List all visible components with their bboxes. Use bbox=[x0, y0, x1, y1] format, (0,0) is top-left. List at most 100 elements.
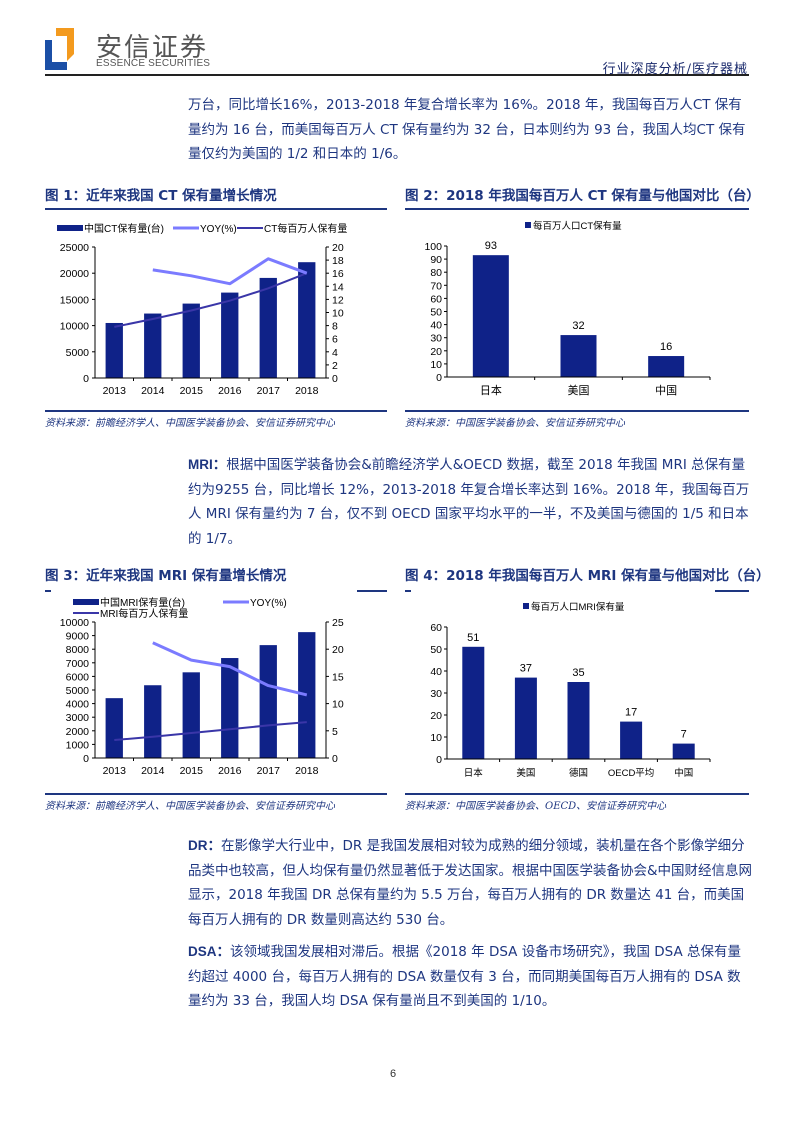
x-tick-label: 2018 bbox=[295, 765, 319, 777]
x-tick-label: 日本 bbox=[464, 767, 484, 779]
y-right-tick: 4 bbox=[332, 347, 338, 359]
bar bbox=[144, 313, 162, 378]
ct-paragraph: 万台，同比增长16%，2013-2018 年复合增长率为 16%。2018 年，… bbox=[188, 97, 746, 162]
data-label: 17 bbox=[625, 707, 637, 719]
bar bbox=[182, 303, 200, 378]
data-label: 37 bbox=[520, 663, 532, 675]
y-right-tick: 15 bbox=[332, 671, 344, 683]
data-label: 93 bbox=[485, 240, 497, 252]
y-right-tick: 20 bbox=[332, 242, 344, 254]
bar bbox=[182, 672, 200, 758]
bar bbox=[259, 645, 277, 758]
y-left-tick: 6000 bbox=[66, 671, 90, 683]
bar bbox=[105, 698, 123, 758]
y-left-tick: 25000 bbox=[60, 242, 89, 254]
fig1-rule bbox=[45, 208, 387, 210]
essence-logo-icon bbox=[45, 28, 74, 70]
bar bbox=[144, 685, 162, 758]
fig3-rule-left bbox=[45, 590, 51, 592]
y-left-tick: 1000 bbox=[66, 739, 90, 751]
y-left-tick: 10000 bbox=[60, 321, 89, 333]
fig2-source-rule bbox=[405, 410, 749, 412]
y-right-tick: 10 bbox=[332, 308, 344, 320]
y-left-tick: 3000 bbox=[66, 712, 90, 724]
y-tick: 70 bbox=[430, 280, 442, 292]
y-tick: 80 bbox=[430, 267, 442, 279]
dsa-paragraph: DSA：该领域我国发展相对滞后。根据《2018 年 DSA 设备市场研究》，我国… bbox=[188, 940, 753, 1014]
bar bbox=[560, 335, 597, 377]
legend-swatch bbox=[525, 222, 531, 228]
mri-paragraph: MRI：根据中国医学装备协会&前瞻经济学人&OECD 数据，截至 2018 年我… bbox=[188, 453, 753, 551]
dr-paragraph: DR：在影像学大行业中，DR 是我国发展相对较为成熟的细分领域，装机量在各个影像… bbox=[188, 834, 753, 932]
y-right-tick: 20 bbox=[332, 644, 344, 656]
x-tick-label: 中国 bbox=[655, 384, 677, 397]
y-tick: 30 bbox=[430, 333, 442, 345]
per-million-line bbox=[114, 721, 307, 741]
header-divider bbox=[45, 74, 749, 76]
fig4-source-rule bbox=[405, 793, 749, 795]
bar bbox=[462, 646, 485, 759]
x-tick-label: 德国 bbox=[569, 767, 588, 779]
page-number: 6 bbox=[390, 1068, 397, 1080]
legend-swatch bbox=[523, 603, 529, 609]
y-tick: 100 bbox=[424, 241, 442, 253]
y-left-tick: 0 bbox=[83, 373, 89, 385]
y-tick: 40 bbox=[430, 666, 442, 678]
y-right-tick: 0 bbox=[332, 373, 338, 385]
x-tick-label: 2017 bbox=[257, 765, 281, 777]
data-label: 51 bbox=[467, 632, 479, 644]
y-tick: 30 bbox=[430, 688, 442, 700]
y-tick: 10 bbox=[430, 732, 442, 744]
y-tick: 40 bbox=[430, 320, 442, 332]
dsa-label: DSA： bbox=[188, 944, 231, 959]
legend-label: CT每百万人保有量 bbox=[264, 222, 347, 235]
logo-english-name: ESSENCE SECURITIES bbox=[96, 58, 211, 69]
legend-label: 中国MRI保有量(台) bbox=[100, 596, 185, 609]
y-tick: 90 bbox=[430, 254, 442, 266]
bar bbox=[672, 743, 695, 759]
x-tick-label: 日本 bbox=[480, 383, 502, 397]
x-tick-label: 中国 bbox=[674, 767, 693, 779]
fig1-title: 图 1：近年来我国 CT 保有量增长情况 bbox=[45, 188, 277, 204]
x-tick-label: 2013 bbox=[103, 385, 127, 397]
y-left-tick: 8000 bbox=[66, 644, 90, 656]
x-tick-label: 2015 bbox=[180, 385, 204, 397]
legend-label: MRI每百万人保有量 bbox=[100, 607, 188, 620]
y-right-tick: 6 bbox=[332, 334, 338, 346]
y-left-tick: 5000 bbox=[66, 347, 90, 359]
bar bbox=[221, 658, 239, 758]
bar bbox=[221, 292, 239, 378]
legend-swatch-bar bbox=[57, 225, 83, 231]
y-left-tick: 15000 bbox=[60, 294, 89, 306]
bar bbox=[620, 721, 643, 759]
x-tick-label: 2018 bbox=[295, 385, 319, 397]
fig4-source: 资料来源：中国医学装备协会、OECD、安信证券研究中心 bbox=[405, 801, 667, 812]
y-tick: 50 bbox=[430, 307, 442, 319]
fig3-source-rule bbox=[45, 793, 387, 795]
data-label: 32 bbox=[572, 320, 584, 332]
y-right-tick: 5 bbox=[332, 726, 338, 738]
fig3-title: 图 3：近年来我国 MRI 保有量增长情况 bbox=[45, 568, 287, 584]
y-tick: 20 bbox=[430, 346, 442, 358]
x-tick-label: 2016 bbox=[218, 765, 242, 777]
y-tick: 0 bbox=[436, 372, 442, 384]
legend-label: 每百万人口CT保有量 bbox=[533, 220, 622, 232]
x-tick-label: 2013 bbox=[103, 765, 127, 777]
y-right-tick: 14 bbox=[332, 281, 344, 293]
data-label: 16 bbox=[660, 341, 672, 353]
data-label: 35 bbox=[572, 667, 584, 679]
fig2-source: 资料来源：中国医学装备协会、安信证券研究中心 bbox=[405, 418, 625, 429]
bar bbox=[259, 277, 277, 378]
fig4-mri-country-chart: 每百万人口MRI保有量 51 日本 37 美国 35 德国 17 OECD平均 7 中国 0 10 20 3… bbox=[430, 601, 711, 779]
fig1-source: 资料来源：前瞻经济学人、中国医学装备协会、安信证券研究中心 bbox=[45, 418, 335, 429]
y-right-tick: 18 bbox=[332, 255, 344, 267]
fig4-rule-left bbox=[405, 590, 411, 592]
bar bbox=[105, 322, 123, 378]
x-tick-label: 2017 bbox=[257, 385, 281, 397]
y-left-tick: 4000 bbox=[66, 699, 90, 711]
x-tick-label: 2015 bbox=[180, 765, 204, 777]
y-right-tick: 25 bbox=[332, 617, 344, 629]
report-section-label: 行业深度分析/医疗器械 bbox=[602, 62, 748, 77]
